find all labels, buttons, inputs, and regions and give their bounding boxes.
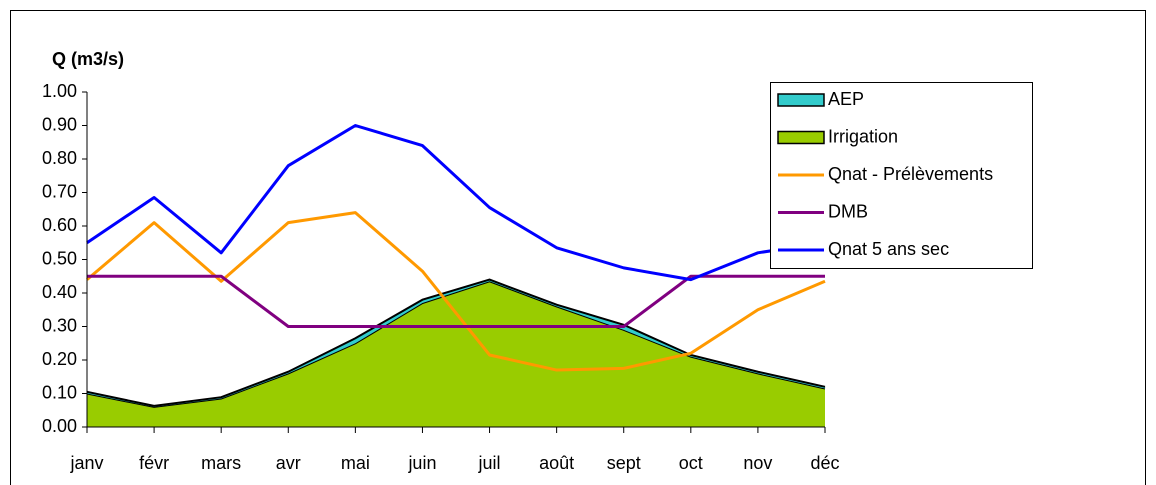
x-tick-label: août [539, 453, 574, 473]
y-tick-label: 0.90 [42, 114, 77, 134]
y-tick-label: 0.20 [42, 349, 77, 369]
area-outline [86, 278, 826, 407]
legend-label: DMB [828, 201, 868, 221]
x-tick-label: févr [139, 453, 169, 473]
y-tick-label: 0.60 [42, 215, 77, 235]
y-tick-label: 0.40 [42, 282, 77, 302]
x-tick-label: mai [341, 453, 370, 473]
legend-label: Qnat - Prélèvements [828, 164, 993, 184]
x-tick-label: janv [69, 453, 103, 473]
x-tick-label: nov [743, 453, 772, 473]
y-tick-label: 0.70 [42, 181, 77, 201]
x-tick-label: sept [607, 453, 641, 473]
legend-swatch [777, 93, 825, 107]
x-tick-label: juin [407, 453, 436, 473]
y-tick-label: 0.10 [42, 382, 77, 402]
x-tick-label: oct [679, 453, 703, 473]
y-axis-title: Q (m3/s) [52, 49, 124, 69]
area-outline [86, 280, 826, 408]
line [86, 211, 826, 372]
legend-swatch [777, 130, 825, 145]
x-tick-label: juil [478, 453, 501, 473]
legend-label: AEP [828, 89, 864, 109]
x-tick-label: avr [276, 453, 301, 473]
y-tick-label: 0.80 [42, 148, 77, 168]
y-tick-label: 1.00 [42, 81, 77, 101]
y-tick-label: 0.30 [42, 315, 77, 335]
x-tick-label: mars [201, 453, 241, 473]
line [86, 124, 826, 282]
x-tick-label: déc [810, 453, 839, 473]
legend-label: Qnat 5 ans sec [828, 239, 949, 259]
area [87, 281, 825, 427]
legend-label: Irrigation [828, 126, 898, 146]
y-tick-label: 0.00 [42, 416, 77, 436]
y-tick-label: 0.50 [42, 248, 77, 268]
